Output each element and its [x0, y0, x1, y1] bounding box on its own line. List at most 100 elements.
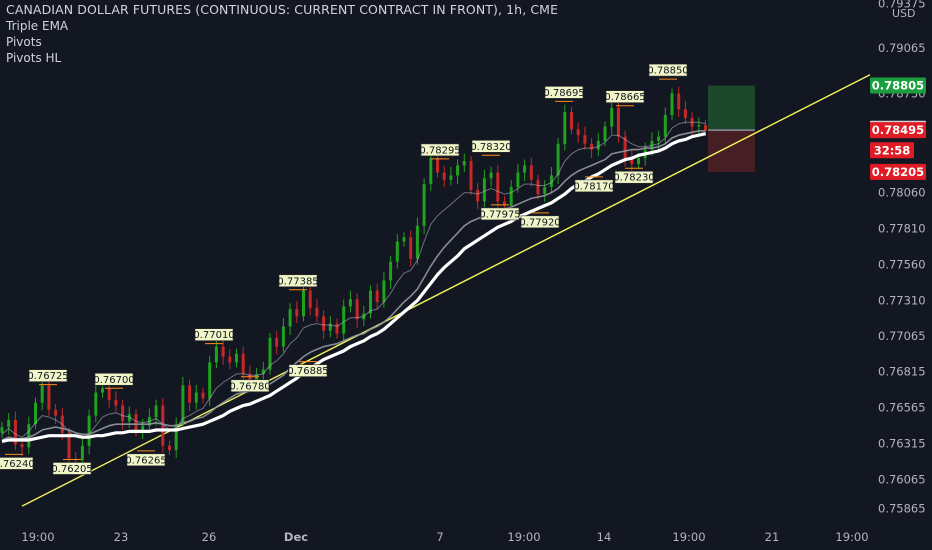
candle-body — [342, 306, 346, 334]
candle-body — [536, 179, 540, 195]
candle — [188, 379, 192, 412]
pivot-label-box — [471, 140, 511, 153]
pivot-label-text: 0.78170 — [573, 181, 614, 192]
pivot-low-label: 0.76885 — [287, 361, 329, 377]
x-tick-label: Dec — [284, 530, 308, 544]
pivot-low-label: 0.76265 — [125, 450, 167, 467]
pivot-low-label: 0.76205 — [51, 458, 93, 475]
candle — [67, 427, 71, 464]
candle-body — [40, 385, 44, 403]
candle — [288, 303, 292, 335]
candle — [563, 104, 567, 151]
candle-body — [235, 353, 238, 363]
candle-body — [0, 427, 4, 433]
pivot-label-text: 0.78695 — [543, 88, 584, 99]
candle-body — [221, 346, 225, 357]
pivot-high-label: 0.78665 — [604, 90, 646, 107]
pivot-label-text: 0.77385 — [277, 276, 318, 287]
candle-body — [576, 129, 580, 136]
pivot-label-box — [126, 453, 166, 467]
candle — [549, 166, 553, 193]
price-tag-box — [870, 142, 914, 159]
y-tick-label: 0.79065 — [878, 41, 926, 55]
candle — [523, 159, 527, 182]
candle — [281, 317, 285, 353]
candle — [536, 174, 540, 200]
candle-body — [20, 444, 24, 448]
ema-fast-line — [1, 121, 706, 440]
pivot-label-box — [194, 328, 234, 341]
pivot-label-text: 0.77010 — [193, 330, 234, 341]
candle — [556, 137, 560, 184]
candle — [476, 183, 480, 209]
pivot-high-label: 0.77010 — [193, 328, 235, 345]
candle-body — [348, 299, 352, 307]
price-tag-box — [870, 163, 926, 180]
y-tick-label: 0.77065 — [878, 329, 926, 343]
candle — [27, 416, 31, 454]
candle — [7, 413, 11, 435]
price-tag-countdown: 32:58 — [870, 142, 914, 159]
chart-title: CANADIAN DOLLAR FUTURES (CONTINUOUS: CUR… — [6, 2, 559, 17]
candle-body — [489, 172, 493, 179]
pivot-high-label: 0.78295 — [419, 143, 461, 160]
candle-body — [389, 261, 393, 281]
candle-body — [194, 392, 198, 403]
price-tag-box — [870, 122, 926, 139]
candle-body — [549, 175, 553, 187]
candle — [342, 299, 346, 342]
pivot-high-label: 0.76700 — [93, 372, 135, 389]
candle — [40, 378, 44, 411]
candle — [576, 122, 580, 143]
indicator-pivots[interactable]: Pivots — [6, 35, 42, 49]
candle-body — [80, 445, 84, 461]
candle — [261, 361, 265, 381]
candle — [409, 230, 413, 267]
pivot-high-label: 0.78695 — [543, 86, 585, 102]
candle-body — [288, 309, 292, 327]
y-tick-label: 0.76815 — [878, 365, 926, 379]
y-tick-label: 0.75865 — [878, 501, 926, 515]
candle-body — [529, 165, 533, 180]
price-tag-box — [870, 77, 926, 94]
candle-body — [583, 135, 587, 144]
candle — [610, 101, 614, 135]
candle-body — [7, 419, 11, 428]
pivot-low-label: 0.78170 — [573, 176, 615, 192]
candle-body — [616, 107, 620, 137]
x-tick-label: 19:00 — [507, 530, 540, 544]
chart-legend: CANADIAN DOLLAR FUTURES (CONTINUOUS: CUR… — [6, 2, 558, 66]
candle-body — [141, 425, 145, 432]
candle — [194, 384, 198, 410]
y-tick-label: 0.76315 — [878, 437, 926, 451]
candle-body — [563, 112, 567, 144]
candle-body — [556, 143, 560, 176]
y-tick-label: 0.77560 — [878, 258, 926, 272]
indicator-pivots-hl[interactable]: Pivots HL — [6, 51, 62, 65]
candle-body — [275, 337, 279, 347]
candle-body — [121, 405, 125, 422]
pivot-label-text: 0.76240 — [0, 459, 35, 470]
candle — [529, 157, 533, 187]
y-tick-label: 0.77310 — [878, 294, 926, 308]
candle-body — [161, 405, 165, 446]
candle — [482, 169, 486, 208]
candle-body — [476, 189, 480, 202]
candle-body — [382, 280, 386, 302]
candle-body — [87, 415, 91, 446]
pivot-label-box — [28, 369, 68, 382]
candle — [214, 338, 218, 369]
candle-body — [402, 237, 406, 242]
candle-body — [590, 143, 594, 150]
pivot-label-text: 0.78295 — [419, 145, 460, 156]
candle-body — [268, 337, 272, 370]
candle — [174, 417, 178, 458]
candle-body — [496, 172, 500, 202]
candle-body — [623, 136, 627, 159]
indicator-triple-ema[interactable]: Triple EMA — [6, 19, 69, 33]
candle-body — [34, 402, 37, 425]
pivot-label-box — [520, 215, 560, 229]
x-tick-label: 19:00 — [672, 530, 705, 544]
